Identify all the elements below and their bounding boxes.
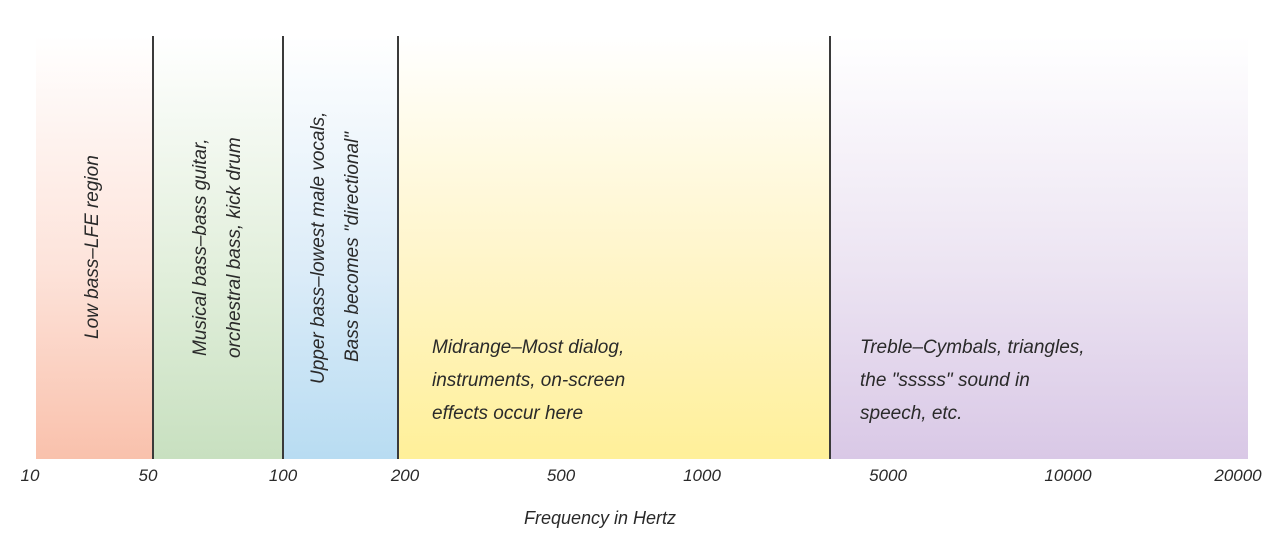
band-upper-bass: Upper bass–lowest male vocals, Bass beco…: [284, 36, 399, 459]
band-treble-label: Treble–Cymbals, triangles, the "sssss" s…: [860, 331, 1085, 430]
band-musical-bass-label: Musical bass–bass guitar, orchestral bas…: [184, 36, 252, 459]
tick-label-200: 200: [390, 466, 420, 485]
x-axis-title: Frequency in Hertz: [523, 508, 677, 528]
label-line: Upper bass–lowest male vocals,: [308, 111, 329, 384]
label-line: Bass becomes "directional": [342, 132, 363, 363]
band-treble: Treble–Cymbals, triangles, the "sssss" s…: [831, 36, 1248, 459]
label-line: Low bass–LFE region: [82, 155, 103, 340]
band-low-bass-label: Low bass–LFE region: [76, 36, 110, 459]
label-line: orchestral bass, kick drum: [224, 137, 245, 358]
tick-label-50: 50: [138, 466, 158, 485]
label-line: effects occur here: [432, 403, 584, 424]
band-upper-bass-label: Upper bass–lowest male vocals, Bass beco…: [302, 36, 370, 459]
tick-label-10: 10: [20, 466, 40, 485]
tick-label-1000: 1000: [683, 466, 721, 485]
label-line: the "sssss" sound in: [860, 370, 1030, 391]
label-line: Midrange–Most dialog,: [432, 337, 625, 358]
tick-label-10000: 10000: [1044, 466, 1092, 485]
label-line: speech, etc.: [860, 403, 963, 424]
band-midrange: Midrange–Most dialog, instruments, on-sc…: [399, 36, 831, 459]
band-midrange-label: Midrange–Most dialog, instruments, on-sc…: [432, 331, 625, 430]
band-musical-bass: Musical bass–bass guitar, orchestral bas…: [154, 36, 284, 459]
tick-label-500: 500: [546, 466, 576, 485]
label-line: instruments, on-screen: [432, 370, 626, 391]
label-line: Musical bass–bass guitar,: [190, 138, 211, 357]
tick-label-20000: 20000: [1214, 466, 1262, 485]
label-line: Treble–Cymbals, triangles,: [860, 337, 1085, 358]
tick-label-100: 100: [268, 466, 298, 485]
band-low-bass: Low bass–LFE region: [36, 36, 154, 459]
tick-label-5000: 5000: [869, 466, 907, 485]
